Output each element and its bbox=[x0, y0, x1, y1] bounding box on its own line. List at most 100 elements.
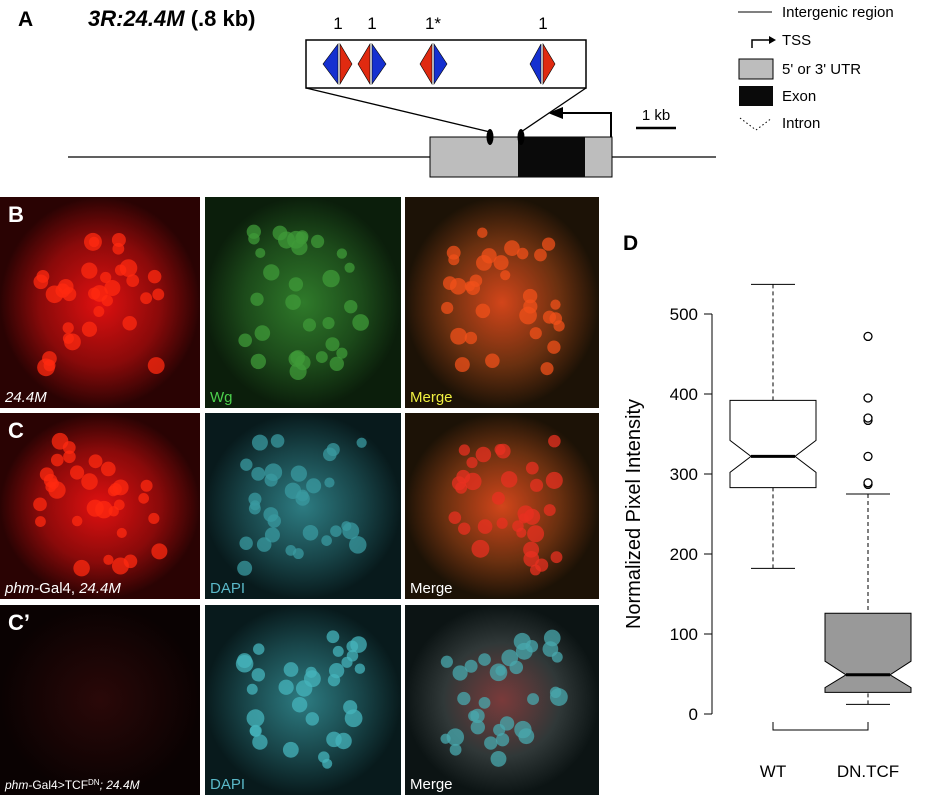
cell bbox=[454, 357, 470, 373]
cell bbox=[263, 507, 279, 522]
cell bbox=[530, 478, 544, 492]
cell bbox=[441, 301, 454, 315]
cell bbox=[458, 522, 471, 535]
cell bbox=[255, 247, 266, 258]
cell bbox=[251, 668, 266, 682]
cell bbox=[305, 712, 320, 726]
cell bbox=[238, 333, 252, 348]
panel-letter: C bbox=[8, 418, 24, 443]
cell bbox=[469, 274, 483, 288]
label-part: -Gal4>TCF bbox=[28, 778, 88, 792]
cell bbox=[237, 560, 253, 576]
x-tick-label: WT bbox=[760, 762, 786, 781]
cell bbox=[548, 434, 561, 448]
cell bbox=[253, 643, 265, 655]
outlier bbox=[863, 451, 873, 462]
cell bbox=[287, 230, 305, 249]
cell bbox=[491, 491, 505, 505]
cell bbox=[513, 632, 531, 650]
cell bbox=[478, 653, 491, 666]
micrograph bbox=[0, 605, 200, 795]
cell bbox=[468, 710, 480, 722]
cell bbox=[284, 482, 302, 499]
label-part: 24.4M bbox=[78, 580, 121, 597]
cell bbox=[252, 734, 268, 750]
image-label: 24.4M bbox=[4, 389, 47, 406]
cell bbox=[322, 316, 335, 330]
cell bbox=[240, 458, 253, 471]
image-label: Merge bbox=[410, 389, 453, 406]
outlier bbox=[863, 413, 873, 423]
cell bbox=[100, 461, 116, 477]
cell bbox=[527, 693, 540, 706]
cell bbox=[500, 270, 511, 281]
cell bbox=[466, 456, 478, 469]
cell bbox=[88, 287, 101, 300]
cell bbox=[545, 471, 563, 489]
title-size: (.8 kb) bbox=[191, 6, 256, 31]
cell bbox=[254, 325, 271, 341]
label-part: 24.4M bbox=[4, 389, 47, 406]
image-label: phm-Gal4, 24.4M bbox=[4, 580, 121, 597]
legend: Intergenic region TSS 5' or 3' UTR Exon … bbox=[738, 4, 894, 132]
cell bbox=[138, 493, 150, 504]
cell bbox=[527, 525, 545, 543]
cell bbox=[321, 535, 332, 546]
cell bbox=[122, 316, 137, 331]
cell bbox=[534, 248, 547, 262]
cell bbox=[251, 434, 268, 451]
cell bbox=[112, 479, 129, 496]
cell bbox=[251, 467, 266, 481]
cell bbox=[518, 513, 529, 524]
cell bbox=[547, 340, 561, 354]
cell bbox=[457, 691, 471, 706]
cell bbox=[325, 337, 340, 352]
cell bbox=[512, 520, 524, 532]
cell bbox=[112, 242, 125, 255]
cell bbox=[113, 499, 125, 511]
cell bbox=[495, 665, 506, 676]
cell bbox=[88, 454, 103, 469]
cell bbox=[302, 318, 317, 332]
cell bbox=[336, 347, 348, 359]
y-tick-label: 400 bbox=[670, 385, 698, 404]
cell bbox=[111, 232, 126, 247]
panel-letter: C’ bbox=[8, 610, 30, 635]
cell bbox=[500, 471, 518, 488]
cell bbox=[475, 446, 492, 463]
cell bbox=[285, 294, 301, 310]
cell bbox=[322, 269, 340, 288]
cell bbox=[495, 733, 510, 747]
site-marker bbox=[486, 129, 494, 145]
cell bbox=[263, 264, 280, 281]
site-label: 1 bbox=[333, 14, 342, 33]
cell bbox=[450, 327, 468, 345]
cell bbox=[523, 551, 540, 567]
cell bbox=[69, 465, 85, 480]
tss-arrowhead bbox=[548, 107, 563, 119]
cell bbox=[550, 551, 563, 564]
cell bbox=[147, 357, 165, 374]
image-label: DAPI bbox=[210, 776, 245, 793]
cell bbox=[140, 292, 153, 305]
box bbox=[729, 399, 817, 489]
cell bbox=[140, 479, 153, 492]
cell bbox=[50, 453, 64, 467]
cell bbox=[33, 497, 47, 512]
cell bbox=[329, 356, 344, 371]
cell bbox=[330, 525, 342, 537]
cell bbox=[81, 473, 98, 490]
site-label: 1 bbox=[367, 14, 376, 33]
cell bbox=[288, 351, 305, 367]
cell bbox=[51, 432, 69, 450]
cell bbox=[452, 665, 468, 681]
y-tick-label: 0 bbox=[689, 705, 698, 724]
site-label: 1 bbox=[538, 14, 547, 33]
legend-label: TSS bbox=[782, 32, 811, 49]
cell bbox=[336, 248, 348, 259]
outlier bbox=[863, 393, 873, 403]
cell bbox=[326, 630, 340, 644]
cell bbox=[496, 517, 508, 529]
